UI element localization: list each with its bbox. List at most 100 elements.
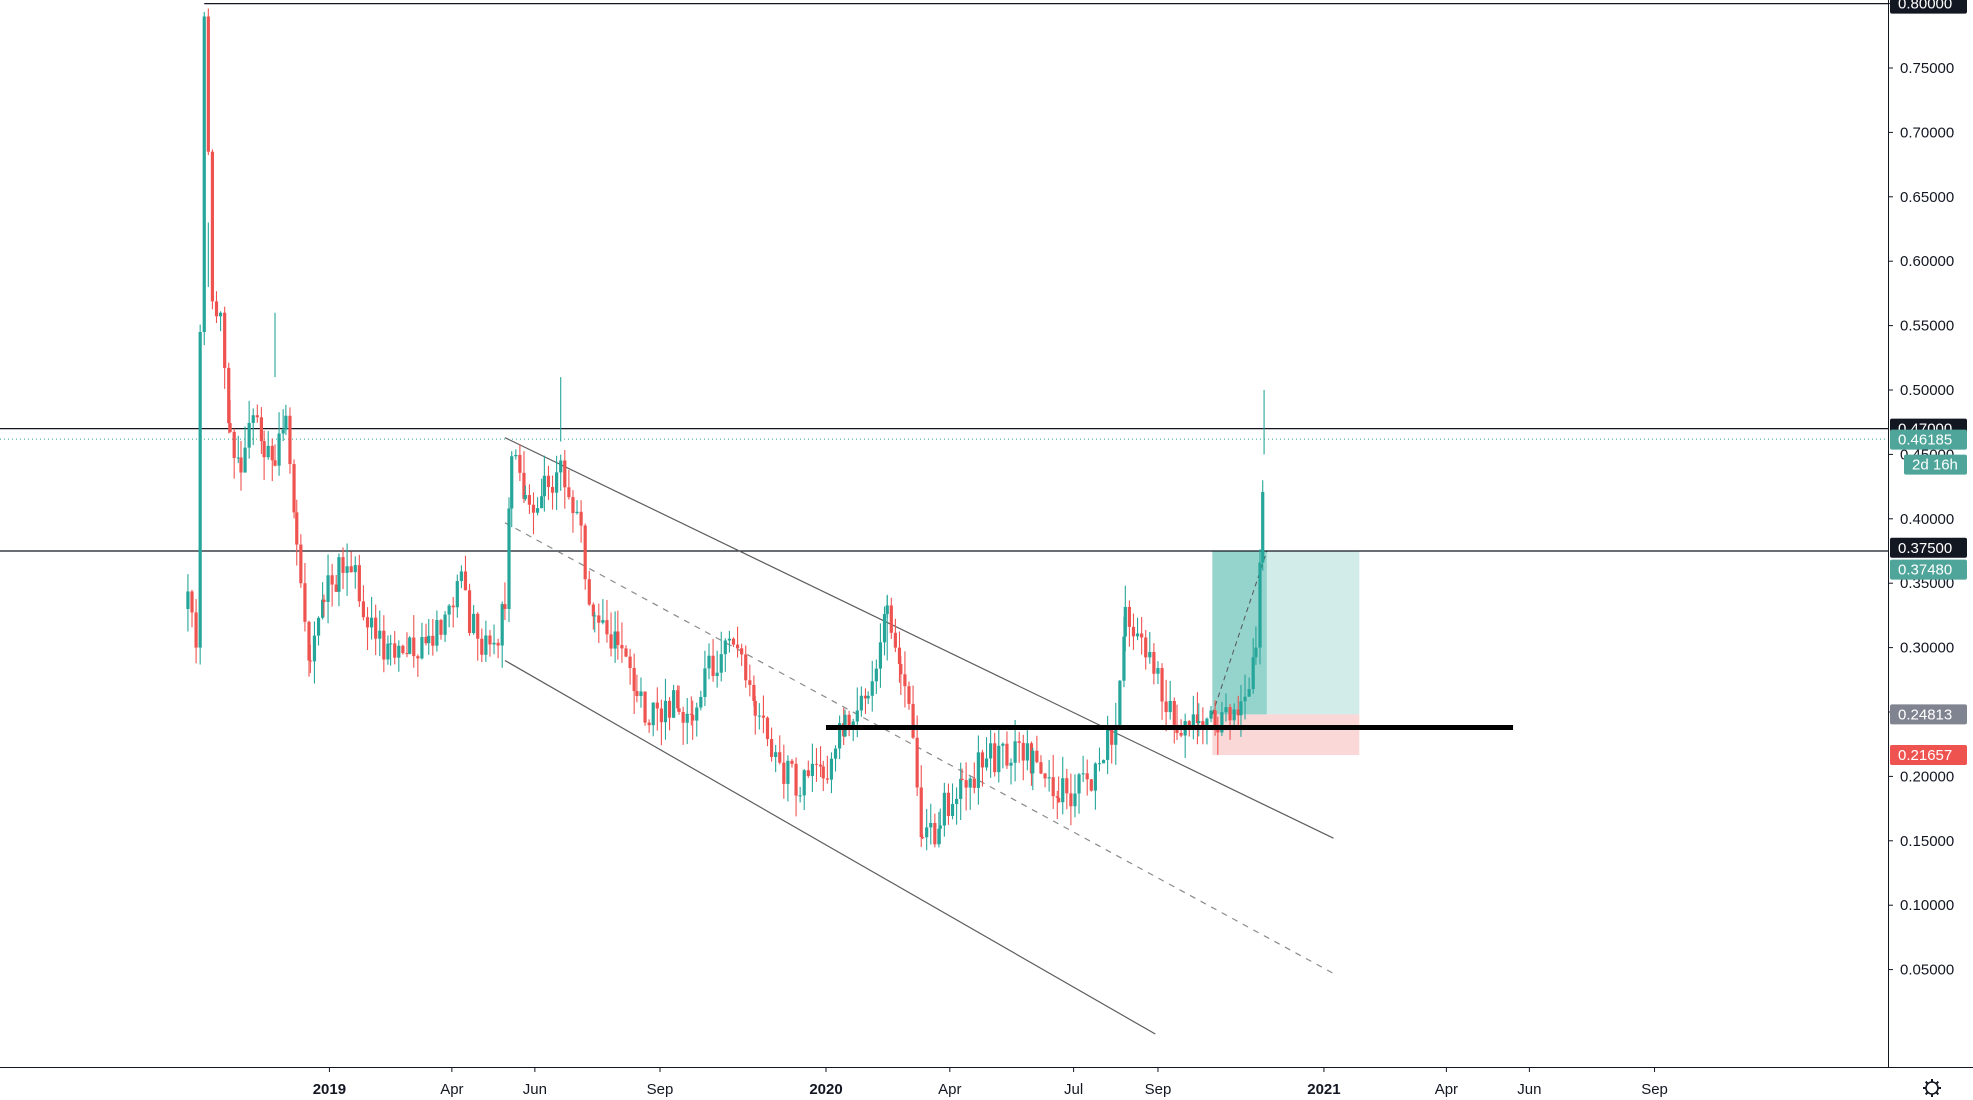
candle xyxy=(989,728,993,778)
candle xyxy=(859,686,863,717)
candle xyxy=(455,574,459,618)
price-axis[interactable]: 0.050000.100000.150000.200000.250000.300… xyxy=(1888,0,1973,1067)
candle xyxy=(420,622,424,660)
candle xyxy=(1097,747,1102,772)
candle xyxy=(699,690,703,711)
channel-lower-line[interactable] xyxy=(504,659,1156,1035)
candle xyxy=(1172,697,1176,744)
candle xyxy=(1160,663,1164,720)
candle xyxy=(1065,769,1069,810)
svg-text:0.37500: 0.37500 xyxy=(1898,540,1952,557)
candle xyxy=(863,688,868,714)
svg-text:0.46185: 0.46185 xyxy=(1898,432,1952,449)
candle xyxy=(210,149,215,310)
candle xyxy=(439,618,443,640)
time-axis[interactable]: 2019 Apr Jun Sep 2020 Apr Jul Sep 2021 Apr Jun Sep xyxy=(0,1067,1973,1098)
candle xyxy=(959,762,963,820)
price-tick-label: 0.20000 xyxy=(1900,768,1954,785)
candle xyxy=(920,834,925,840)
candle xyxy=(523,485,527,501)
countdown-tag: 2d 16h xyxy=(1904,454,1967,475)
candle xyxy=(672,684,676,719)
candle xyxy=(510,451,514,528)
candle xyxy=(980,749,985,787)
position-path xyxy=(1211,551,1268,715)
candle xyxy=(405,632,409,658)
candle xyxy=(1144,630,1148,670)
candle xyxy=(685,697,689,745)
candle xyxy=(903,651,907,708)
candle xyxy=(1009,758,1013,785)
candle xyxy=(825,755,829,784)
candle xyxy=(667,697,672,731)
candle xyxy=(1106,715,1110,775)
candle xyxy=(1247,677,1251,697)
price-tag: 0.21657 xyxy=(1890,745,1967,766)
channel-mid-line[interactable] xyxy=(504,522,1334,974)
candle xyxy=(1228,703,1232,740)
horizontal-levels xyxy=(0,2,1888,552)
candle xyxy=(480,628,484,663)
price-tick-label: 0.15000 xyxy=(1900,833,1954,850)
candle xyxy=(503,582,507,621)
candle xyxy=(1013,720,1017,782)
candle xyxy=(365,607,370,651)
svg-text:0.24813: 0.24813 xyxy=(1898,706,1952,723)
candle xyxy=(851,718,855,742)
candle xyxy=(1001,742,1005,769)
candle xyxy=(1183,713,1187,759)
candle xyxy=(1191,695,1195,740)
candle xyxy=(1035,735,1039,764)
candle xyxy=(443,611,447,642)
candle xyxy=(1039,755,1043,775)
candle xyxy=(765,716,770,747)
candle xyxy=(1251,638,1255,694)
candle xyxy=(431,619,435,656)
candle xyxy=(277,412,281,476)
candle xyxy=(218,311,223,332)
candle xyxy=(806,760,810,778)
candle xyxy=(976,735,980,805)
candle xyxy=(1089,778,1093,792)
time-tick-label: Sep xyxy=(647,1081,674,1098)
candle xyxy=(198,324,202,665)
candle xyxy=(308,644,312,674)
candle xyxy=(933,813,937,848)
candle xyxy=(476,612,480,661)
candle xyxy=(412,615,416,668)
candle xyxy=(345,543,349,596)
candle xyxy=(1081,755,1085,783)
time-tick-label: Jun xyxy=(1517,1081,1541,1098)
candle xyxy=(866,691,870,705)
candle xyxy=(1140,616,1144,655)
candle xyxy=(1025,730,1029,771)
candle xyxy=(838,715,842,760)
candle xyxy=(1061,756,1065,815)
candle xyxy=(993,732,997,777)
candle xyxy=(911,685,915,740)
candle xyxy=(522,451,526,504)
candle xyxy=(1114,702,1118,765)
candle xyxy=(889,597,893,639)
candle xyxy=(1135,617,1140,641)
settings-gear-icon[interactable] xyxy=(1923,1079,1941,1097)
candle xyxy=(628,648,632,685)
candle xyxy=(247,400,251,459)
candle xyxy=(583,523,587,590)
candle xyxy=(227,362,231,434)
candle xyxy=(303,562,307,632)
candle xyxy=(1243,674,1247,720)
candle xyxy=(1057,776,1061,803)
candle xyxy=(616,610,620,660)
candle xyxy=(1043,772,1047,788)
candle xyxy=(968,776,972,810)
candle xyxy=(1236,695,1240,726)
candle xyxy=(620,622,624,663)
candle xyxy=(639,677,643,708)
candle xyxy=(786,755,790,802)
candle xyxy=(555,455,559,511)
candle xyxy=(228,400,232,433)
channel-upper-line[interactable] xyxy=(504,437,1334,839)
candle xyxy=(496,638,500,659)
